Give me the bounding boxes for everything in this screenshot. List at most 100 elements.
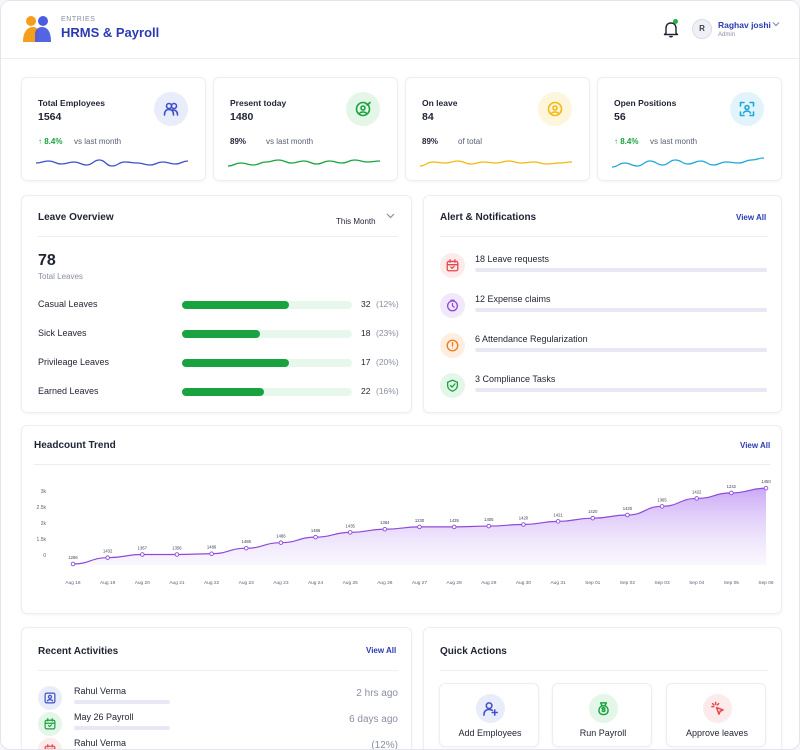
stat-card[interactable]: Present today 1480 89% vs last month xyxy=(213,77,398,181)
quick-action-icon-badge xyxy=(703,694,732,723)
brand-eyebrow: ENTRIES xyxy=(61,16,96,23)
activity-item[interactable]: Rahul Verma (12%) xyxy=(38,738,398,749)
sparkline-line xyxy=(612,157,764,168)
leave-progress-track xyxy=(182,301,352,309)
alert-item[interactable]: 3 Compliance Tasks xyxy=(440,372,770,402)
data-point[interactable] xyxy=(521,522,526,527)
alert-circle-icon xyxy=(446,339,459,352)
stat-icon-badge xyxy=(154,92,188,126)
activity-placeholder-bar xyxy=(74,700,170,704)
stat-value: 1564 xyxy=(38,111,62,123)
activity-time: 2 hrs ago xyxy=(356,688,398,699)
data-point[interactable] xyxy=(278,540,284,545)
alert-item[interactable]: 12 Expense claims xyxy=(440,292,770,322)
data-label: 1420 xyxy=(519,516,529,521)
x-tick-label: Aug 31 xyxy=(550,580,566,586)
x-tick-label: Sep 05 xyxy=(724,580,740,586)
alert-item[interactable]: 18 Leave requests xyxy=(440,252,770,282)
leave-progress-fill xyxy=(182,388,264,396)
y-tick-label: 2k xyxy=(41,521,47,527)
data-point[interactable] xyxy=(763,485,769,491)
data-point[interactable] xyxy=(590,515,596,521)
data-label: 1365 xyxy=(657,497,667,502)
user-avatar[interactable]: R xyxy=(692,19,712,39)
sparkline xyxy=(36,159,188,167)
alert-progress-bar xyxy=(475,268,767,272)
stat-change: ↑ 8.4% xyxy=(38,137,63,146)
stat-icon-badge xyxy=(538,92,572,126)
data-point[interactable] xyxy=(140,552,145,557)
period-dropdown[interactable]: This Month xyxy=(336,211,400,226)
x-tick-label: Sep 02 xyxy=(620,580,636,586)
stat-label: Present today xyxy=(230,98,287,108)
alert-icon-badge xyxy=(440,333,465,358)
quick-action-button[interactable]: Approve leaves xyxy=(666,683,766,747)
stat-subtext: of total xyxy=(458,137,483,146)
activity-item[interactable]: May 26 Payroll 6 days ago xyxy=(38,712,398,738)
calendar-icon xyxy=(44,718,56,730)
data-label: 1286 xyxy=(68,555,78,560)
stat-label: Total Employees xyxy=(38,98,105,108)
data-point[interactable] xyxy=(313,534,318,540)
data-point[interactable] xyxy=(70,561,76,567)
data-point[interactable] xyxy=(694,496,699,501)
data-point[interactable] xyxy=(729,490,734,496)
stat-subtext: vs last month xyxy=(650,137,698,146)
data-point[interactable] xyxy=(451,524,457,530)
sparkline xyxy=(612,157,764,168)
cursor-click-icon xyxy=(711,701,724,715)
data-point[interactable] xyxy=(174,552,180,557)
sparkline-line xyxy=(36,159,188,167)
alerts-view-all-link[interactable]: View All xyxy=(736,213,767,222)
leave-row: Earned Leaves 22 (16%) xyxy=(38,384,418,400)
data-point[interactable] xyxy=(382,526,388,532)
quick-action-label: Add Employees xyxy=(458,728,522,738)
x-tick-label: Aug 20 xyxy=(135,580,151,586)
data-label: 1421 xyxy=(553,512,563,517)
data-point[interactable] xyxy=(243,545,249,551)
stat-card[interactable]: On leave 84 89% of total xyxy=(405,77,590,181)
leave-count: 22 xyxy=(361,386,371,396)
stat-subtext: vs last month xyxy=(74,137,122,146)
notification-bell-icon[interactable] xyxy=(662,20,680,38)
user-name[interactable]: Raghav joshi xyxy=(718,20,771,30)
leave-overview-card: Leave Overview 78 Total Leaves Casual Le… xyxy=(21,195,412,413)
x-tick-label: Aug 19 xyxy=(100,580,116,586)
quick-action-button[interactable]: Run Payroll xyxy=(552,683,652,747)
data-point[interactable] xyxy=(417,524,422,530)
data-point[interactable] xyxy=(347,530,353,535)
data-label: 1432 xyxy=(103,549,113,554)
leave-progress-fill xyxy=(182,330,261,338)
stat-label: On leave xyxy=(422,98,458,108)
data-point[interactable] xyxy=(486,523,492,529)
leave-row: Casual Leaves 32 (12%) xyxy=(38,297,418,313)
activity-item[interactable]: Rahul Verma 2 hrs ago xyxy=(38,686,398,712)
activity-time: 6 days ago xyxy=(349,714,398,725)
calendar-icon xyxy=(44,744,56,749)
stat-change: 89% xyxy=(230,137,247,146)
data-point[interactable] xyxy=(105,555,110,560)
data-point[interactable] xyxy=(555,519,561,524)
y-tick-label: 2.5k xyxy=(37,505,47,511)
data-point[interactable] xyxy=(209,551,214,556)
leave-type-label: Casual Leaves xyxy=(38,299,98,309)
total-leaves-value: 78 xyxy=(38,252,56,269)
x-tick-label: Sep 01 xyxy=(585,580,601,586)
quick-action-button[interactable]: Add Employees xyxy=(439,683,539,747)
headcount-view-all-link[interactable]: View All xyxy=(740,441,771,450)
chevron-down-icon[interactable] xyxy=(772,21,780,27)
alert-text: 18 Leave requests xyxy=(475,254,550,264)
stat-card[interactable]: Open Positions 56 ↑ 8.4% vs last month xyxy=(597,77,782,181)
activities-view-all-link[interactable]: View All xyxy=(366,646,397,655)
x-tick-label: Aug 30 xyxy=(516,580,532,586)
data-point[interactable] xyxy=(659,504,665,509)
quick-action-label: Approve leaves xyxy=(685,728,749,738)
data-label: 1242 xyxy=(727,484,737,489)
activity-title: Rahul Verma xyxy=(74,738,127,748)
alert-item[interactable]: 6 Attendance Regularization xyxy=(440,332,770,362)
stat-card[interactable]: Total Employees 1564 ↑ 8.4% vs last month xyxy=(21,77,206,181)
y-tick-label: 3k xyxy=(41,489,47,495)
user-role: Admin xyxy=(718,32,736,38)
shield-check-icon xyxy=(446,379,459,392)
data-point[interactable] xyxy=(625,512,630,518)
